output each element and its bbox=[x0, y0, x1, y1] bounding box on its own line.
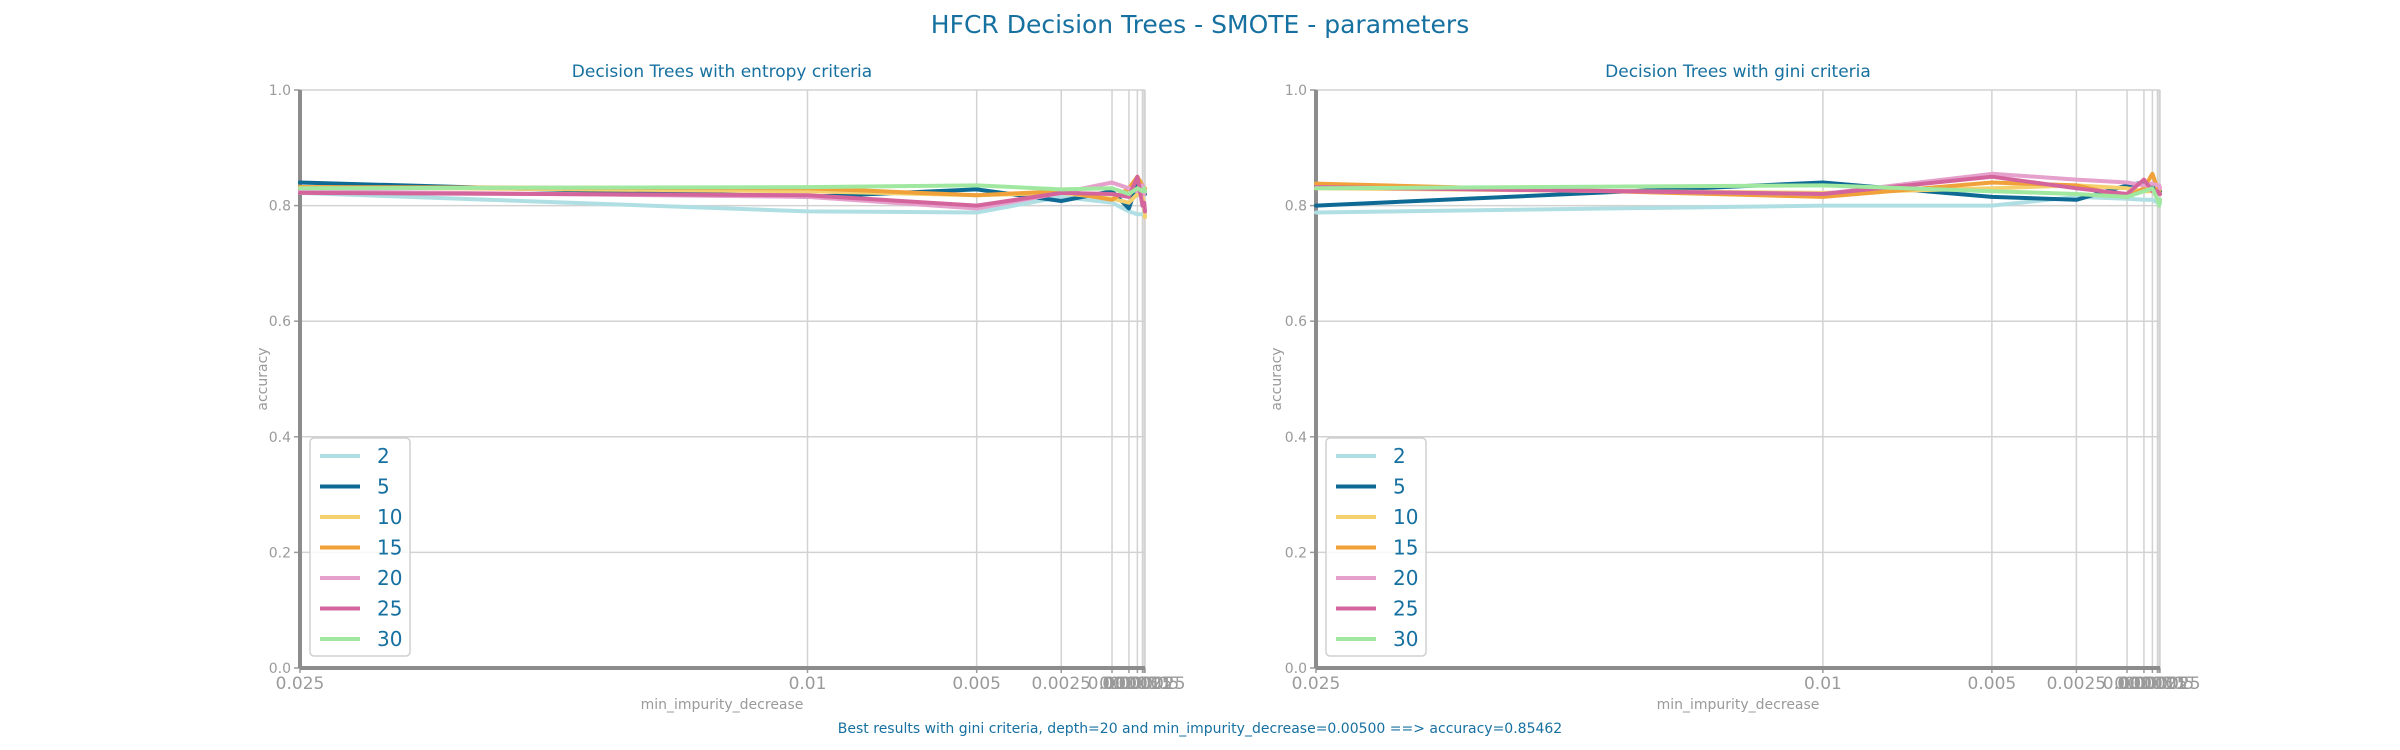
gini-x-tick-label: 0.00025 bbox=[2117, 674, 2187, 694]
entropy-chart: Decision Trees with entropy criteria min… bbox=[255, 62, 1186, 713]
entropy-y-tick-label: 0.8 bbox=[269, 199, 291, 215]
entropy-x-tick-label: 0.00025 bbox=[1102, 674, 1172, 694]
entropy-x-tick-label: 0.025 bbox=[276, 674, 325, 694]
entropy-x-tick-label: 0.000025 bbox=[1104, 674, 1185, 694]
entropy-y-axis-label: accuracy bbox=[255, 347, 271, 410]
gini-x-tick-label: 0.000025 bbox=[2119, 674, 2200, 694]
gini-legend-label-20: 20 bbox=[1393, 566, 1418, 590]
gini-x-tick-label: 0.0005 bbox=[2114, 674, 2173, 694]
gini-y-tick-label: 0.8 bbox=[1285, 199, 1307, 215]
gini-y-tick-label: 0.4 bbox=[1285, 430, 1307, 446]
gini-x-tick-label: 0.0001 bbox=[2128, 674, 2187, 694]
entropy-x-tick-label: 0.00005 bbox=[1109, 674, 1179, 694]
gini-legend-label-10: 10 bbox=[1393, 505, 1418, 529]
entropy-y-tick-label: 0.2 bbox=[269, 545, 291, 561]
gini-y-tick-label: 0.0 bbox=[1285, 661, 1307, 677]
entropy-grid bbox=[299, 89, 1146, 669]
entropy-chart-title: Decision Trees with entropy criteria bbox=[572, 62, 872, 82]
gini-x-tick-label: 0.001 bbox=[2103, 674, 2152, 694]
entropy-y-tick-label: 0.0 bbox=[269, 661, 291, 677]
entropy-y-tick-label: 0.6 bbox=[269, 314, 291, 330]
gini-y-tick-label: 1.0 bbox=[1285, 83, 1307, 99]
entropy-legend-label-10: 10 bbox=[377, 505, 402, 529]
entropy-legend-label-2: 2 bbox=[377, 444, 390, 468]
gini-legend-label-5: 5 bbox=[1393, 475, 1406, 499]
entropy-x-tick-label: 0.005 bbox=[952, 674, 1001, 694]
best-result-caption: Best results with gini criteria, depth=2… bbox=[838, 721, 1562, 737]
gini-y-tick-label: 0.2 bbox=[1285, 545, 1307, 561]
gini-chart-title: Decision Trees with gini criteria bbox=[1605, 62, 1871, 82]
gini-legend-label-30: 30 bbox=[1393, 627, 1418, 651]
gini-x-tick-label: 0.01 bbox=[1804, 674, 1842, 694]
gini-legend-label-15: 15 bbox=[1393, 536, 1418, 560]
entropy-series-line-30 bbox=[298, 183, 1147, 196]
gini-chart: Decision Trees with gini criteria min_im… bbox=[1269, 62, 2201, 713]
gini-legend-label-2: 2 bbox=[1393, 444, 1406, 468]
entropy-x-tick-label: 0.001 bbox=[1088, 674, 1137, 694]
gini-x-tick-label: 0.025 bbox=[1292, 674, 1341, 694]
gini-y-tick-label: 0.6 bbox=[1285, 314, 1307, 330]
entropy-legend-label-15: 15 bbox=[377, 536, 402, 560]
gini-series-line-25 bbox=[1314, 174, 2162, 196]
gini-x-axis-label: min_impurity_decrease bbox=[1657, 697, 1820, 713]
gini-series-line-30 bbox=[1314, 183, 2162, 208]
entropy-series-line-25 bbox=[298, 174, 1147, 214]
entropy-x-tick-label: 0.01 bbox=[789, 674, 827, 694]
entropy-legend-label-25: 25 bbox=[377, 597, 402, 621]
gini-legend-label-25: 25 bbox=[1393, 597, 1418, 621]
entropy-x-tick-label: 0.0025 bbox=[1032, 674, 1091, 694]
gini-x-tick-label: 0.005 bbox=[1968, 674, 2017, 694]
entropy-legend-label-5: 5 bbox=[377, 475, 390, 499]
figure-title: HFCR Decision Trees - SMOTE - parameters bbox=[931, 10, 1469, 39]
entropy-legend-label-30: 30 bbox=[377, 627, 402, 651]
entropy-x-tick-label: 0.0001 bbox=[1113, 674, 1172, 694]
gini-x-tick-label: 0.00005 bbox=[2124, 674, 2194, 694]
entropy-x-tick-label: 0.0005 bbox=[1099, 674, 1158, 694]
entropy-y-tick-label: 0.4 bbox=[269, 430, 291, 446]
entropy-legend-label-20: 20 bbox=[377, 566, 402, 590]
gini-y-axis-label: accuracy bbox=[1269, 347, 1285, 410]
gini-x-tick-label: 0.0025 bbox=[2047, 674, 2106, 694]
entropy-y-tick-label: 1.0 bbox=[269, 83, 291, 99]
entropy-x-axis-label: min_impurity_decrease bbox=[641, 697, 804, 713]
